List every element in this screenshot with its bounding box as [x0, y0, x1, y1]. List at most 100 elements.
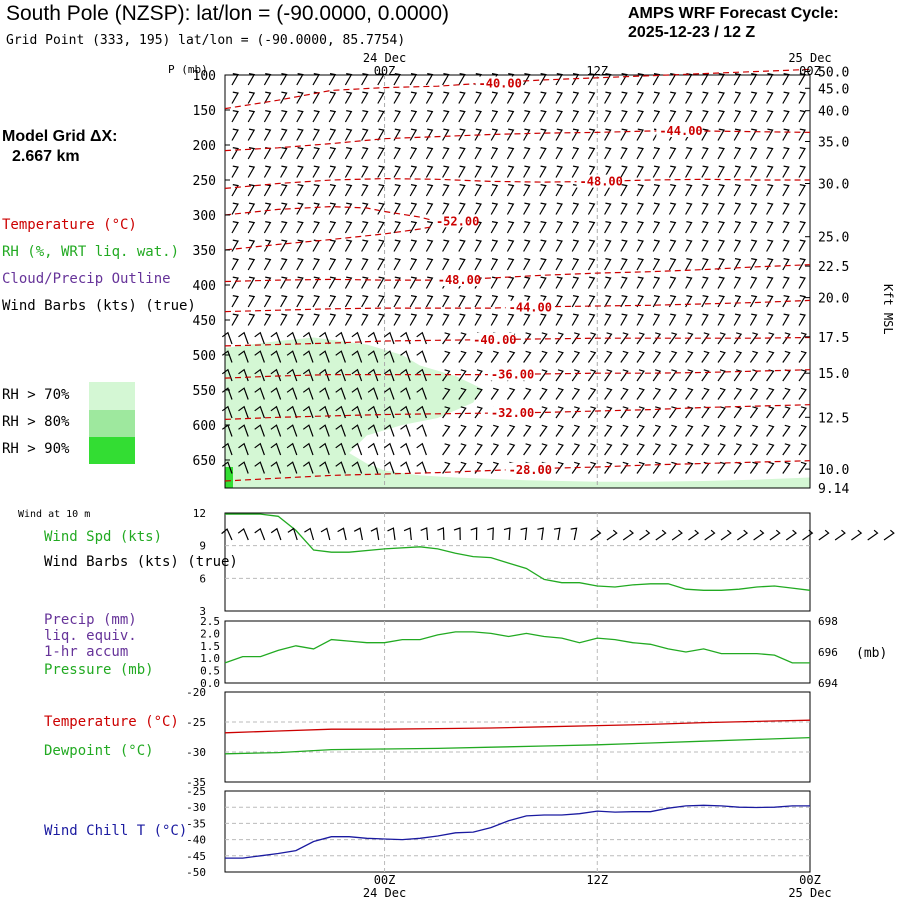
wind-barb: [361, 147, 369, 160]
wind-barb: [319, 461, 330, 474]
wind-barb: [296, 147, 304, 160]
wind-barb: [409, 165, 418, 178]
wind-barb: [523, 424, 532, 437]
wind-barb: [416, 461, 427, 474]
wind-barb: [263, 276, 272, 289]
wind-barb: [361, 128, 369, 141]
rh80-swatch: [89, 410, 135, 437]
wind-barb: [344, 91, 353, 104]
height-tick: 20.0: [818, 292, 849, 307]
wind-barb: [555, 295, 563, 308]
wind-barb: [361, 313, 369, 326]
rh90-label: RH > 90%: [2, 441, 70, 457]
wind-barb: [749, 184, 758, 197]
wind-barb: [652, 276, 661, 289]
wind-barb: [555, 276, 563, 289]
wind-barb: [458, 295, 466, 308]
wind-barb: [490, 461, 500, 474]
wind-barb: [286, 350, 298, 363]
wind-barb: [717, 461, 726, 474]
wind-barb: [766, 91, 774, 104]
wind-barb: [571, 387, 581, 400]
surface-wind-barb: [270, 527, 282, 541]
isotherm-line: [224, 177, 810, 189]
wind-barb: [733, 369, 743, 382]
wind-barb: [270, 442, 282, 456]
surface-wind-barb: [655, 529, 667, 541]
wind-barb: [344, 295, 353, 308]
wind-barb: [668, 332, 678, 345]
wind-barb: [555, 461, 564, 474]
wind-barb: [571, 73, 580, 86]
wind-barb: [701, 239, 709, 252]
wind-barb: [474, 295, 482, 308]
wind-barb: [280, 184, 288, 197]
wind-barb: [400, 424, 411, 437]
wind-barb: [296, 239, 304, 252]
wind-barb: [523, 221, 531, 234]
wind-ytick: 12: [193, 507, 206, 520]
wind-barb: [652, 165, 661, 178]
wind-barb: [668, 276, 677, 289]
wind-barb: [766, 128, 774, 141]
wind-barb: [717, 165, 725, 178]
wind-barb: [555, 147, 563, 160]
wind-barb: [652, 313, 661, 326]
wind-barb: [425, 202, 434, 215]
wind-barb: [367, 368, 379, 382]
wind-barb: [490, 239, 499, 252]
wind-barb: [685, 110, 693, 123]
wind-barb: [604, 350, 613, 363]
wind-barb: [474, 313, 482, 326]
wind-barb: [400, 368, 411, 382]
wind-barb: [539, 276, 547, 289]
wind-barb: [328, 110, 337, 123]
wind-barb: [231, 110, 239, 123]
wind-barb: [474, 258, 482, 271]
wind-barb: [652, 369, 662, 382]
wind-barb: [344, 276, 353, 289]
wind-barb: [490, 387, 500, 400]
wind-barb: [523, 276, 531, 289]
wind-barb: [798, 350, 807, 363]
wind-barb: [636, 332, 645, 345]
wind-barb: [335, 368, 346, 382]
wind-barb: [458, 387, 467, 400]
wind-barb: [425, 110, 434, 123]
wind-barb: [254, 424, 265, 437]
wind-barb: [254, 387, 265, 400]
surface-wind-barb: [704, 529, 716, 541]
wind-barb: [400, 387, 411, 400]
pressure-ytick: 696: [818, 646, 838, 659]
wind-barb: [701, 276, 709, 289]
wind-barb: [782, 332, 791, 345]
wind-barb: [393, 295, 401, 308]
wind-barb: [231, 184, 239, 197]
wind-barb: [717, 147, 725, 160]
pressure-tick: 200: [193, 139, 216, 154]
wind-barb: [296, 295, 304, 308]
wind-barb: [555, 424, 564, 437]
wind-barb: [383, 424, 395, 437]
wind-barb: [377, 110, 385, 123]
wind-barb: [280, 110, 288, 123]
wind-barb: [442, 332, 451, 345]
wind-barb: [247, 128, 256, 141]
surface-wind-barb: [622, 529, 634, 541]
wind-barb: [490, 184, 499, 197]
wind-barb: [393, 165, 401, 178]
isotherm-label-bg: [505, 462, 550, 476]
wind-barb: [302, 405, 314, 419]
wind-barb: [555, 443, 564, 456]
wind-barb: [652, 461, 662, 474]
height-tick: 17.5: [818, 331, 849, 346]
wind-barb: [319, 331, 330, 345]
wind-barb: [280, 128, 288, 141]
wind-barb: [636, 258, 644, 271]
wind-barb: [539, 110, 547, 123]
wind-barb: [523, 443, 532, 456]
wind-barb: [523, 110, 531, 123]
wind-barb: [312, 239, 320, 252]
wind-barb: [798, 128, 806, 141]
wind-barb: [506, 239, 515, 252]
